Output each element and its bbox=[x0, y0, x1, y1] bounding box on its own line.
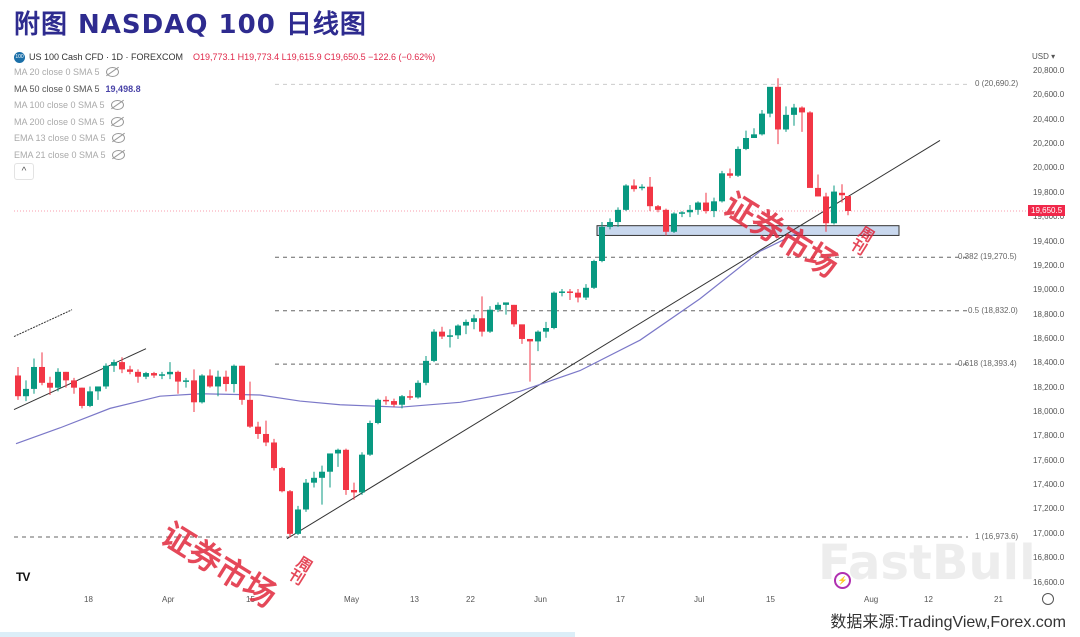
price-tick: 19,800.0 bbox=[1033, 187, 1065, 197]
price-tick: 18,000.0 bbox=[1033, 407, 1065, 417]
fib-level-label: 0.5 (18,832.0) bbox=[968, 305, 1018, 315]
indicator-label: MA 200 close 0 SMA 5 bbox=[14, 116, 105, 127]
symbol-logo-icon: 100 bbox=[14, 51, 25, 63]
hidden-eye-icon[interactable] bbox=[110, 100, 124, 111]
price-tick: 20,200.0 bbox=[1033, 139, 1065, 149]
time-tick: 22 bbox=[466, 595, 475, 604]
last-price-badge: 19,650.5 bbox=[1028, 205, 1066, 216]
time-tick: Aug bbox=[864, 595, 879, 604]
fib-level-label: 0.618 (18,393.4) bbox=[958, 359, 1017, 369]
hidden-eye-icon[interactable] bbox=[111, 149, 125, 160]
fastbull-watermark: FastBull bbox=[818, 535, 1036, 591]
price-tick: 18,800.0 bbox=[1033, 309, 1065, 319]
time-tick: 18 bbox=[84, 595, 93, 604]
tradingview-logo-icon[interactable]: TV bbox=[16, 570, 30, 584]
symbol-row[interactable]: 100 US 100 Cash CFD · 1D · FOREXCOM O19,… bbox=[14, 50, 435, 64]
bottom-bar bbox=[0, 632, 575, 637]
currency-select[interactable]: USD ▾ bbox=[1032, 52, 1056, 61]
price-tick: 19,400.0 bbox=[1033, 236, 1065, 246]
time-tick: May bbox=[344, 595, 360, 604]
indicator-value: 19,498.8 bbox=[105, 83, 141, 94]
time-tick: 12 bbox=[924, 595, 933, 604]
hidden-eye-icon[interactable] bbox=[111, 133, 125, 144]
chart-legend: 100 US 100 Cash CFD · 1D · FOREXCOM O19,… bbox=[14, 50, 435, 163]
price-tick: 20,000.0 bbox=[1033, 163, 1065, 173]
price-tick: 18,400.0 bbox=[1033, 358, 1065, 368]
price-tick: 17,800.0 bbox=[1033, 431, 1065, 441]
price-axis[interactable]: 20,800.0 20,600.0 20,400.0 20,200.0 20,000.0… bbox=[1030, 0, 1080, 600]
indicator-ma200[interactable]: MA 200 close 0 SMA 5 bbox=[14, 114, 435, 131]
time-tick: Jun bbox=[534, 595, 547, 604]
price-tick: 20,600.0 bbox=[1033, 90, 1065, 100]
indicator-ma20[interactable]: MA 20 close 0 SMA 5 bbox=[14, 64, 435, 81]
symbol-name[interactable]: US 100 Cash CFD · 1D · FOREXCOM bbox=[29, 52, 184, 62]
indicator-ema13[interactable]: EMA 13 close 0 SMA 5 bbox=[14, 130, 435, 147]
fib-level-label: 1 (16,973.6) bbox=[975, 532, 1019, 542]
hidden-eye-icon[interactable] bbox=[110, 116, 124, 127]
hidden-eye-icon[interactable] bbox=[105, 67, 119, 78]
price-tick: 18,200.0 bbox=[1033, 382, 1065, 392]
indicator-label: MA 100 close 0 SMA 5 bbox=[14, 100, 105, 111]
price-tick: 17,600.0 bbox=[1033, 455, 1065, 465]
price-tick: 19,600.0 bbox=[1033, 212, 1065, 222]
price-tick: 18,600.0 bbox=[1033, 333, 1065, 343]
price-tick: 19,000.0 bbox=[1033, 285, 1065, 295]
price-tick: 16,800.0 bbox=[1033, 553, 1065, 563]
price-chart[interactable] bbox=[0, 0, 1030, 600]
price-tick: 16,600.0 bbox=[1033, 577, 1065, 587]
indicator-label: MA 20 close 0 SMA 5 bbox=[14, 67, 100, 78]
gear-icon[interactable] bbox=[1042, 593, 1054, 605]
price-tick: 20,800.0 bbox=[1033, 66, 1065, 75]
price-tick: 17,000.0 bbox=[1033, 528, 1065, 538]
price-tick: 20,400.0 bbox=[1033, 114, 1065, 124]
data-source-caption: 数据来源:TradingView,Forex.com bbox=[830, 614, 1066, 631]
lightning-icon[interactable]: ⚡ bbox=[834, 572, 851, 589]
time-tick: 15 bbox=[246, 595, 255, 604]
indicator-label: EMA 21 close 0 SMA 5 bbox=[14, 149, 106, 160]
fib-level-label: 0 (20,690.2) bbox=[975, 79, 1019, 89]
time-tick: 15 bbox=[766, 595, 775, 604]
time-tick: 17 bbox=[616, 595, 625, 604]
time-tick: Apr bbox=[162, 595, 175, 604]
indicator-label: MA 50 close 0 SMA 5 bbox=[14, 83, 100, 94]
indicator-ema21[interactable]: EMA 21 close 0 SMA 5 bbox=[14, 147, 435, 164]
time-tick: 13 bbox=[410, 595, 419, 604]
collapse-legend-button[interactable]: ^ bbox=[14, 163, 34, 180]
chevron-up-icon: ^ bbox=[21, 166, 27, 177]
indicator-ma50[interactable]: MA 50 close 0 SMA 5 19,498.8 bbox=[14, 81, 435, 98]
indicator-label: EMA 13 close 0 SMA 5 bbox=[14, 133, 106, 144]
indicator-ma100[interactable]: MA 100 close 0 SMA 5 bbox=[14, 97, 435, 114]
fib-level-label: 0.382 (19,270.5) bbox=[958, 252, 1017, 262]
page-title: 附图 NASDAQ 100 日线图 bbox=[14, 10, 367, 40]
time-tick: 21 bbox=[994, 595, 1003, 604]
time-tick: Jul bbox=[694, 595, 705, 604]
price-tick: 19,200.0 bbox=[1033, 260, 1065, 270]
price-tick: 17,400.0 bbox=[1033, 480, 1065, 490]
price-tick: 17,200.0 bbox=[1033, 504, 1065, 514]
ohlc-values: O19,773.1 H19,773.4 L19,615.9 C19,650.5 … bbox=[193, 52, 436, 62]
